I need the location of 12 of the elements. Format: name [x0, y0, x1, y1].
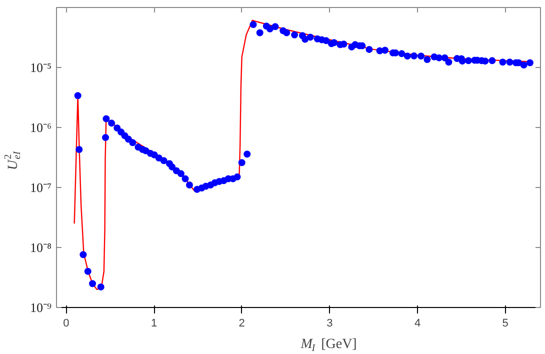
x-tick-label: 1	[150, 318, 158, 330]
y-tick-label: 10⁻⁹	[30, 300, 52, 315]
y-tick-label: 10⁻⁵	[30, 60, 52, 75]
y-tick-label: 10⁻⁶	[30, 120, 52, 135]
y-tick-label: 10⁻⁸	[30, 240, 52, 255]
x-tick-label: 0	[63, 318, 70, 330]
y-axis-title: UeI2	[3, 150, 23, 170]
x-tick-label: 5	[502, 318, 508, 330]
x-tick-label: 4	[414, 318, 421, 330]
x-tick-label: 3	[326, 318, 333, 330]
y-tick-label: 10⁻⁷	[30, 180, 52, 195]
x-tick-label: 2	[238, 318, 245, 330]
